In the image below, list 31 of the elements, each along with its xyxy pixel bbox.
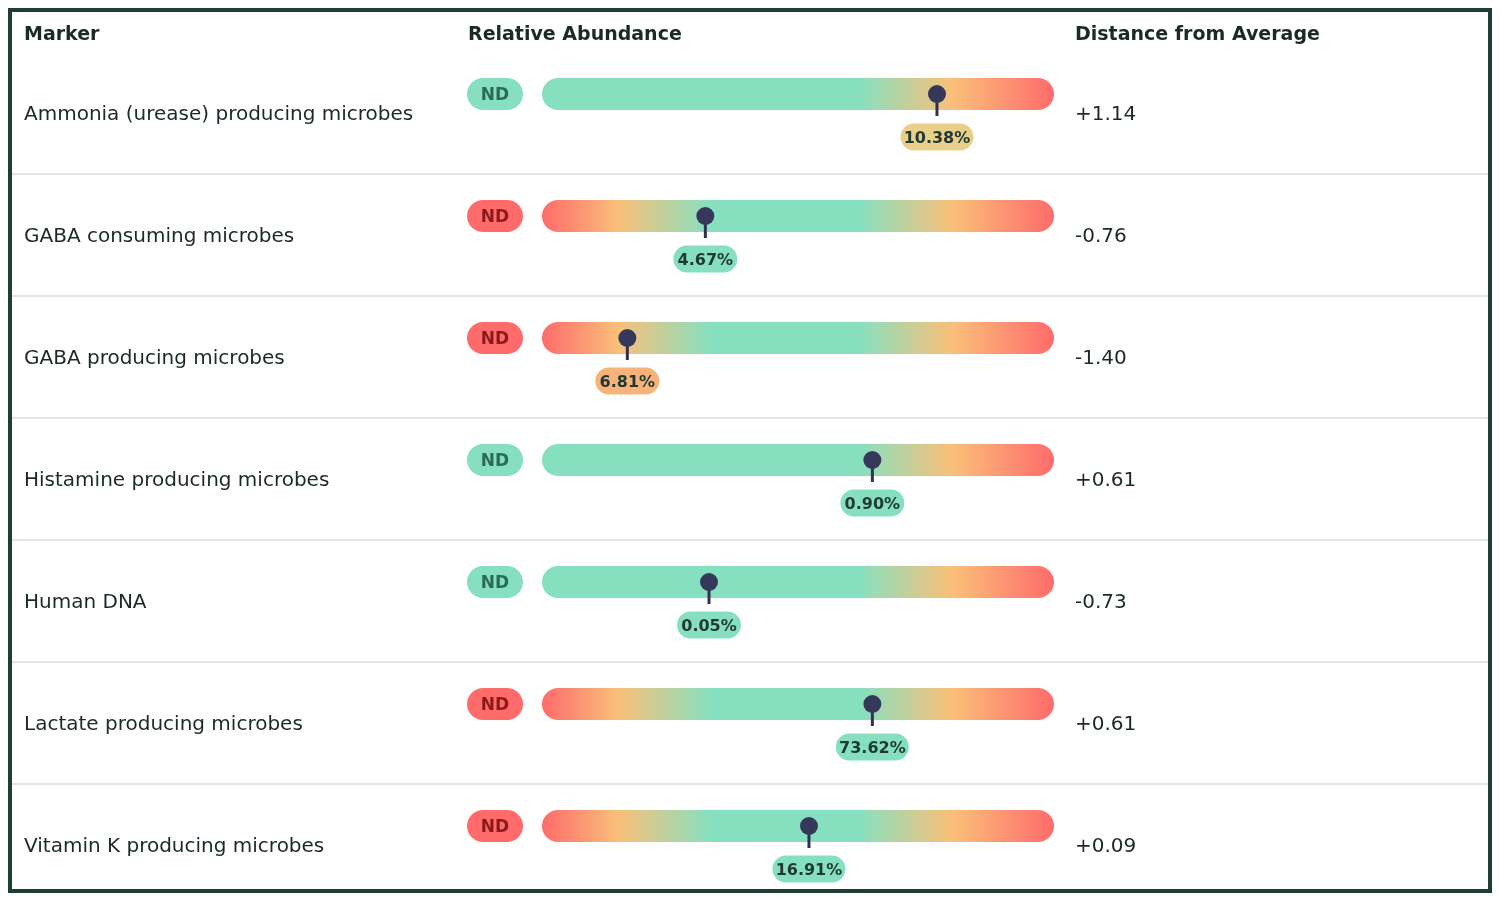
category-label: Human DNA [24, 589, 147, 613]
data-label: -1.40 [1075, 345, 1127, 369]
data-label: +1.14 [1075, 101, 1137, 125]
nd-badge: ND [467, 688, 523, 720]
text: Marker [24, 22, 100, 44]
category-label: Ammonia (urease) producing microbes [24, 101, 414, 125]
data-label: 4.67% [677, 250, 734, 269]
data-label: 73.62% [839, 738, 906, 757]
nd-badge: ND [467, 444, 523, 476]
nd-badge: ND [467, 566, 523, 598]
nd-badge: ND [467, 810, 523, 842]
text: Distance from Average [1075, 22, 1320, 44]
data-label: 0.05% [681, 616, 737, 635]
nd-badge: ND [467, 322, 523, 354]
data-label: -0.76 [1075, 223, 1127, 247]
text: Relative Abundance [468, 22, 682, 44]
data-label: -0.73 [1075, 589, 1127, 613]
data-label: +0.09 [1075, 833, 1137, 857]
category-label: Histamine producing microbes [24, 467, 330, 491]
data-label: +0.61 [1075, 711, 1137, 735]
data-label: 16.91% [775, 860, 843, 879]
nd-badge: ND [467, 200, 523, 232]
category-label: Lactate producing microbes [24, 711, 303, 735]
data-label: 0.90% [844, 494, 901, 513]
category-label: GABA consuming microbes [24, 223, 295, 247]
category-label: Vitamin K producing microbes [24, 833, 325, 857]
data-label: +0.61 [1075, 467, 1137, 491]
data-label: 6.81% [599, 372, 656, 391]
nd-badge: ND [467, 78, 523, 110]
category-label: GABA producing microbes [24, 345, 285, 369]
data-label: 10.38% [903, 128, 971, 147]
